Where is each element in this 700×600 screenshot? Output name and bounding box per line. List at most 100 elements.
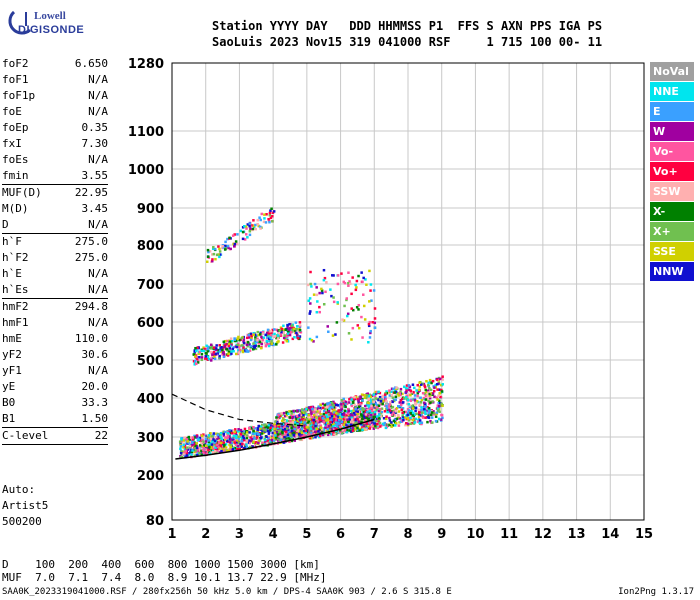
echo-point [190,436,193,439]
echo-point [351,418,354,421]
echo-point [343,428,347,432]
echo-point [244,444,247,448]
echo-point [244,341,247,345]
echo-point [316,432,320,435]
x-tick-label: 12 [534,527,552,542]
echo-point [349,420,352,424]
echo-point [291,421,295,424]
echo-point [362,410,366,414]
echo-point [251,224,254,227]
echo-point [292,433,296,437]
echo-point [435,411,439,414]
echo-point [409,416,412,420]
echo-point [216,449,219,452]
echo-point [332,408,336,412]
echo-point [270,436,273,439]
echo-point [356,324,360,327]
echo-point [340,405,343,409]
echo-point [409,422,412,426]
echo-point [342,280,346,284]
echo-point [233,339,237,343]
echo-point [372,415,375,419]
echo-point [353,415,357,419]
echo-point [296,429,300,433]
echo-point [343,281,347,285]
echo-point [280,412,283,415]
echo-point [287,436,291,439]
echo-point [319,424,322,427]
echo-point [299,429,302,432]
echo-point [255,436,259,439]
echo-point [353,420,356,424]
param-label: foF1p [2,89,36,102]
echo-point [215,443,219,447]
echo-point [205,452,209,455]
echo-point [370,394,374,397]
echo-point [298,434,302,437]
echo-point [385,404,388,408]
echo-point [405,421,408,425]
echo-point [349,282,352,286]
echo-point [295,331,298,335]
echo-point [368,427,372,430]
echo-point [335,411,338,415]
echo-point [179,447,182,451]
echo-point [198,444,202,447]
echo-point [178,440,182,443]
y-tick-label: 400 [137,392,164,407]
echo-point [229,448,232,451]
echo-point [287,328,291,331]
echo-point [267,337,271,341]
echo-point [277,425,281,428]
echo-point [322,268,326,272]
echo-point [359,395,362,398]
echo-point [285,427,289,430]
echo-point [366,409,369,412]
echo-point [337,409,340,412]
echo-point [213,247,217,251]
echo-point [296,434,300,438]
echo-point [420,398,424,402]
echo-point [431,379,435,383]
echo-point [179,443,182,447]
echo-point [300,415,303,419]
echo-point [424,398,428,401]
echo-point [267,344,271,348]
echo-point [293,421,297,424]
echo-point [300,411,304,414]
echo-point [307,416,310,419]
echo-point [437,382,440,386]
x-tick-label: 10 [466,527,484,542]
echo-point [209,437,213,441]
scaled-parameters-panel: foF2 6.650 foF1 N/A foF1p N/A foE N/A foEp 0.35 fx… [2,56,108,445]
echo-point [354,417,358,421]
echo-point [385,400,388,403]
echo-point [230,431,234,435]
echo-point [441,416,444,420]
echo-point [409,399,413,402]
x-tick-label: 11 [500,527,518,542]
echo-point [373,317,377,320]
echo-point [331,274,334,277]
param-separator [2,233,108,234]
echo-point [283,419,286,423]
echo-point [361,417,364,421]
echo-point [196,448,200,451]
echo-point [372,425,375,428]
echo-point [265,423,269,427]
echo-point [371,321,374,324]
echo-point [240,438,244,441]
echo-point [225,347,229,351]
echo-point [232,349,235,353]
echo-point [332,403,335,407]
echo-point [307,326,310,329]
echo-point [245,445,249,449]
echo-point [246,223,250,226]
echo-point [412,415,416,419]
echo-point [345,416,349,420]
echo-point [352,418,355,421]
echo-point [187,435,191,439]
echo-point [251,348,255,351]
echo-point [261,332,265,335]
echo-point [406,422,410,426]
